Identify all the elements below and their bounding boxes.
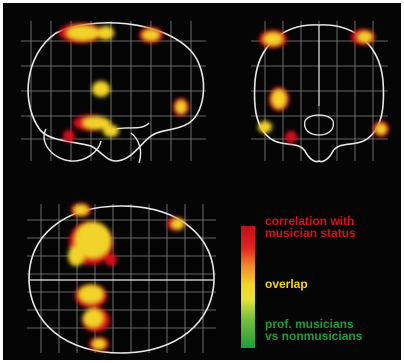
sagittal-brainstem	[115, 122, 150, 164]
color-scale-gradient	[241, 226, 255, 348]
legend-prof-label: prof. musicians vs nonmusicians	[265, 317, 363, 343]
coronal-outline	[253, 24, 385, 163]
sagittal-activations	[59, 23, 189, 142]
axial-view	[21, 198, 221, 358]
sagittal-svg	[21, 21, 206, 164]
axial-outline	[28, 205, 215, 354]
axial-svg	[27, 203, 216, 354]
sagittal-cerebellum	[43, 128, 102, 162]
sagittal-grid	[21, 21, 206, 161]
color-scale-bar	[241, 226, 255, 348]
coronal-svg	[251, 21, 389, 163]
axial-activations	[68, 203, 185, 351]
sagittal-view	[11, 11, 216, 176]
coronal-activations	[258, 29, 389, 143]
brain-map-panel: correlation with musician status overlap…	[3, 3, 401, 360]
legend-overlap-label: overlap	[265, 277, 308, 291]
sagittal-outline	[27, 21, 205, 162]
legend: correlation with musician status overlap…	[235, 208, 400, 358]
coronal-ventricles	[303, 114, 335, 136]
axial-grid	[27, 204, 216, 353]
coronal-view	[243, 11, 395, 176]
legend-correlation-label: correlation with musician status	[265, 214, 356, 240]
